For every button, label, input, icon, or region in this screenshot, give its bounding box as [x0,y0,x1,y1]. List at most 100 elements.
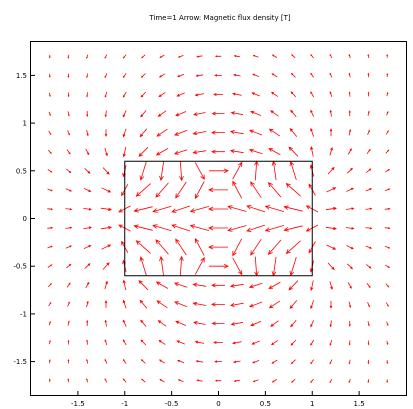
flux-arrow [104,147,108,157]
flux-arrow [285,182,301,197]
flux-arrow [230,111,244,116]
flux-arrow [67,378,70,383]
flux-arrow [254,160,259,181]
flux-arrow [329,72,333,78]
flux-arrow [67,111,70,117]
flux-arrow [254,256,259,277]
flux-arrow [122,91,127,98]
flux-arrow [208,225,228,231]
flux-arrow [85,281,90,289]
flux-arrow [211,321,225,326]
flux-arrow [176,92,185,97]
flux-arrow [159,378,165,383]
flux-arrow [270,340,279,346]
flux-arrow [227,205,247,212]
flux-arrow [346,167,353,174]
flux-arrow [47,188,53,192]
flux-arrow [48,378,51,383]
flux-arrow [329,281,333,290]
flux-arrow [367,110,370,116]
flux-arrow [101,244,112,250]
flux-arrow [232,238,243,257]
flux-arrow [267,239,282,255]
flux-arrow [365,207,373,210]
flux-arrow [250,181,262,199]
flux-arrow [177,55,184,58]
flux-arrow [122,128,127,138]
y-tick-label: -1 [20,310,27,318]
flux-arrow [174,301,188,308]
flux-arrow [67,320,70,326]
flux-arrow [366,282,371,289]
flux-arrow [156,300,168,309]
flux-arrow [157,320,167,327]
flux-arrow [386,91,389,97]
flux-arrow [47,264,53,268]
flux-arrow [195,74,204,77]
flux-arrow [47,208,54,211]
flux-arrow [310,320,315,328]
flux-arrow [291,378,296,383]
flux-arrow [384,245,391,249]
flux-arrow [86,110,89,117]
flux-arrow [100,226,113,230]
flux-arrow [102,167,110,175]
flux-arrow [367,340,370,346]
flux-arrow [271,379,278,383]
flux-arrow [386,379,389,383]
flux-arrow [192,150,207,155]
flux-arrow [367,302,370,308]
flux-arrow [348,72,351,78]
flux-arrow [196,55,203,58]
flux-arrow [140,73,146,78]
y-tick-label: 1 [23,120,27,128]
flux-arrow [270,110,279,117]
x-tick-label: 1 [310,400,314,408]
flux-arrow [232,257,243,276]
flux-arrow [83,226,93,230]
flux-arrow [138,146,149,157]
flux-arrow [66,263,72,269]
flux-arrow [139,299,148,309]
flux-arrow [285,240,301,255]
flux-arrow [175,111,187,117]
flux-arrow [213,341,223,345]
flux-arrow [102,262,110,270]
flux-arrow [189,206,210,213]
flux-arrow [208,244,228,250]
flux-arrow [194,93,205,97]
y-tick-label: -1.5 [13,358,27,366]
x-tick-label: -1.5 [71,400,85,408]
x-tick-label: -1 [121,400,128,408]
flux-arrow [173,282,188,288]
flux-arrow [67,54,70,59]
flux-arrow [229,149,244,154]
x-tick-label: 0.5 [260,400,271,408]
flux-arrow [288,146,299,157]
flux-arrow [48,301,52,307]
flux-arrow [252,54,259,58]
x-tick-label: -0.5 [165,400,179,408]
flux-arrow [329,147,333,156]
flux-arrow [122,319,127,327]
flux-arrow [104,319,107,327]
flux-arrow [67,339,70,345]
flux-arrow [214,360,222,363]
flux-arrow [310,54,314,59]
flux-arrow [175,181,187,199]
flux-arrow [246,205,266,213]
flux-arrow [230,302,244,307]
flux-arrow [283,205,303,212]
flux-arrow [101,187,112,193]
flux-arrow [122,146,127,158]
flux-arrow [270,91,279,97]
flux-arrow [289,160,297,181]
flux-arrow [271,54,278,58]
flux-arrow [385,168,390,173]
flux-arrow [385,149,390,154]
flux-arrow [67,73,70,78]
flux-arrow [326,187,337,193]
flux-arrow [250,321,262,327]
flux-arrow [211,111,225,116]
flux-arrow [175,238,187,256]
